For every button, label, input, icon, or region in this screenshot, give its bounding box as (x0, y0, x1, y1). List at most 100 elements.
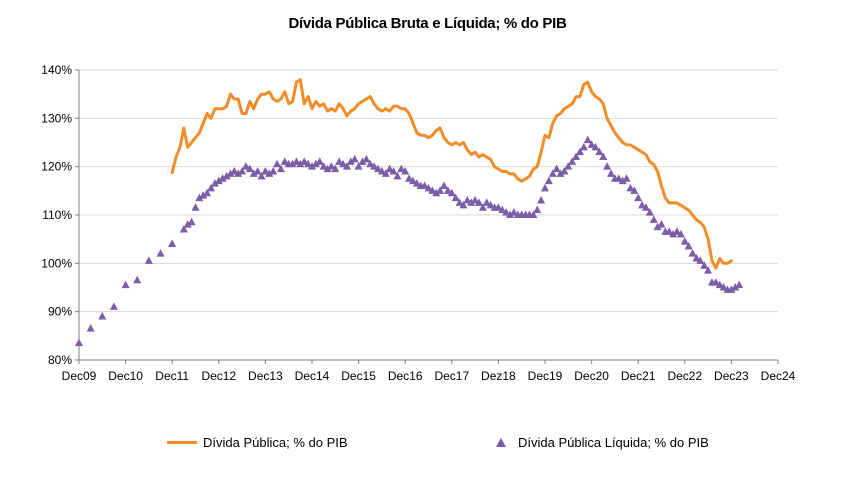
data-point-divida-liquida (556, 169, 565, 177)
data-point-divida-liquida (440, 181, 449, 189)
data-point-divida-liquida (304, 159, 313, 168)
data-point-divida-liquida (296, 159, 305, 168)
data-point-divida-liquida (238, 167, 247, 175)
data-point-divida-liquida (327, 162, 336, 170)
data-point-divida-liquida (187, 217, 196, 226)
data-point-divida-liquida (537, 196, 546, 204)
data-point-divida-liquida (350, 154, 359, 163)
data-point-divida-liquida (377, 167, 386, 175)
data-point-divida-liquida (727, 285, 736, 293)
data-point-divida-liquida (638, 200, 647, 209)
data-point-divida-liquida (432, 188, 441, 197)
data-point-divida-liquida (455, 198, 464, 206)
data-point-divida-liquida (731, 283, 740, 291)
data-point-divida-liquida (575, 147, 584, 156)
y-tick-label: 80% (48, 353, 72, 367)
data-point-divida-liquida (265, 169, 274, 177)
series-line-divida-bruta (170, 78, 733, 270)
data-point-divida-liquida (478, 203, 487, 211)
x-tick-label: Dec10 (108, 369, 143, 383)
data-point-divida-liquida (315, 157, 324, 165)
data-point-divida-liquida (688, 249, 697, 257)
series-divida-bruta (170, 78, 733, 270)
data-point-divida-liquida (358, 157, 367, 165)
legend-item-bruta: Dívida Pública; % do PIB (167, 435, 348, 450)
data-point-divida-liquida (607, 169, 616, 177)
data-point-divida-liquida (226, 169, 235, 177)
y-tick-label: 100% (41, 256, 72, 270)
data-point-divida-liquida (389, 167, 398, 175)
data-point-divida-liquida (622, 174, 631, 182)
data-point-divida-liquida (86, 324, 95, 332)
x-tick-label: Dec15 (341, 369, 376, 383)
axes (75, 69, 779, 364)
data-point-divida-liquida (463, 196, 472, 204)
data-point-divida-liquida (544, 176, 553, 185)
data-point-divida-liquida (168, 239, 177, 247)
gridlines (79, 69, 778, 313)
data-point-divida-liquida (342, 162, 351, 170)
data-point-divida-liquida (245, 164, 254, 173)
data-point-divida-liquida (273, 159, 282, 168)
data-point-divida-liquida (210, 179, 219, 187)
data-point-divida-liquida (230, 167, 239, 175)
data-point-divida-liquida (335, 157, 344, 165)
y-tick-labels: 80% 90% 100% 110% 120% 130% 140% (41, 63, 72, 367)
data-point-divida-liquida (424, 183, 433, 192)
series-divida-liquida (74, 135, 744, 347)
legend-line-swatch (167, 441, 197, 444)
data-point-divida-liquida (339, 159, 348, 168)
data-point-divida-liquida (692, 254, 701, 262)
data-point-divida-liquida (234, 169, 243, 177)
data-point-divida-liquida (548, 169, 557, 177)
data-point-divida-liquida (156, 249, 165, 257)
data-point-divida-liquida (428, 186, 437, 194)
data-point-divida-liquida (436, 186, 445, 194)
x-tick-label: Dec16 (388, 369, 423, 383)
x-tick-label: Dec14 (295, 369, 330, 383)
data-point-divida-liquida (292, 157, 301, 165)
data-point-divida-liquida (74, 338, 83, 347)
data-point-divida-liquida (451, 193, 460, 202)
data-point-divida-liquida (249, 169, 258, 177)
data-point-divida-liquida (393, 171, 402, 180)
data-point-divida-liquida (311, 159, 320, 168)
data-point-divida-liquida (121, 280, 130, 289)
data-point-divida-liquida (401, 167, 410, 175)
data-point-divida-liquida (614, 174, 623, 182)
data-point-divida-liquida (704, 266, 713, 274)
data-point-divida-liquida (207, 183, 216, 192)
x-tick-label: Dec20 (574, 369, 609, 383)
data-point-divida-liquida (191, 203, 200, 211)
data-point-divida-liquida (214, 176, 223, 185)
y-tick-label: 90% (48, 305, 72, 319)
legend-label-bruta: Dívida Pública; % do PIB (203, 435, 348, 450)
legend-item-liquida: Dívida Pública Líquida; % do PIB (496, 435, 709, 450)
y-tick-label: 120% (41, 160, 72, 174)
chart-title: Dívida Pública Bruta e Líquida; % do PIB (288, 15, 567, 32)
x-tick-label: Dec13 (248, 369, 283, 383)
data-point-divida-liquida (261, 167, 270, 175)
data-point-divida-liquida (467, 198, 476, 206)
data-point-divida-liquida (374, 164, 383, 173)
data-point-divida-liquida (408, 176, 417, 185)
data-point-divida-liquida (572, 152, 581, 160)
data-point-divida-liquida (568, 157, 577, 165)
data-point-divida-liquida (552, 164, 561, 173)
data-point-divida-liquida (579, 142, 588, 151)
data-point-divida-liquida (564, 162, 573, 170)
data-point-divida-liquida (474, 198, 483, 206)
x-tick-label: Dec11 (155, 369, 189, 383)
x-tick-label: Dec23 (714, 369, 749, 383)
data-point-divida-liquida (195, 193, 204, 202)
data-point-divida-liquida (98, 312, 107, 320)
data-point-divida-liquida (715, 280, 724, 289)
data-point-divida-liquida (307, 162, 316, 170)
data-point-divida-liquida (591, 142, 600, 151)
data-point-divida-liquida (362, 154, 371, 163)
data-point-divida-liquida (626, 183, 635, 192)
data-point-divida-liquida (144, 256, 153, 264)
data-point-divida-liquida (599, 152, 608, 160)
legend-label-liquida: Dívida Pública Líquida; % do PIB (518, 435, 709, 450)
